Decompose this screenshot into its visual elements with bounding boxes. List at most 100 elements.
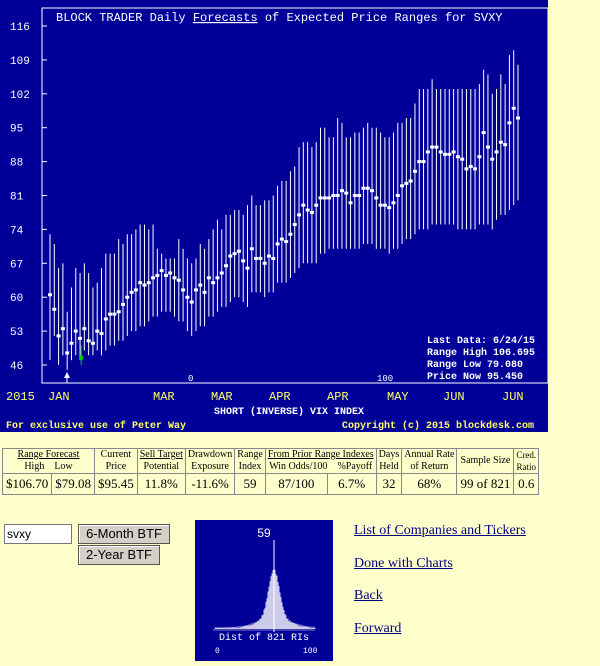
year-label: 2015 xyxy=(6,390,35,404)
midpoint-marker xyxy=(485,145,490,149)
midpoint-marker xyxy=(387,206,392,210)
midpoint-marker xyxy=(206,276,211,280)
ticker-input[interactable] xyxy=(4,524,72,544)
midpoint-marker xyxy=(339,189,344,193)
y-tick-label: 67 xyxy=(10,259,23,271)
val-days-held: 32 xyxy=(375,473,403,495)
y-tick-label: 60 xyxy=(10,293,23,305)
midpoint-marker xyxy=(271,256,276,260)
y-tick-label: 88 xyxy=(10,158,23,170)
y-tick-label: 81 xyxy=(10,192,24,204)
midpoint-marker xyxy=(348,201,353,205)
midpoint-marker xyxy=(425,150,430,154)
midpoint-marker xyxy=(322,196,327,200)
hdr-cred-ratio: Cred. Ratio xyxy=(513,448,540,474)
midpoint-marker xyxy=(176,278,181,282)
midpoint-marker xyxy=(417,160,422,164)
val-range-index: 59 xyxy=(234,473,266,495)
midpoint-marker xyxy=(138,281,143,285)
midpoint-marker xyxy=(228,254,233,258)
val-high: $106.70 xyxy=(1,473,53,495)
midpoint-marker xyxy=(236,249,241,253)
midpoint-marker xyxy=(284,240,289,244)
midpoint-marker xyxy=(48,293,52,297)
midpoint-marker xyxy=(507,121,512,125)
done-with-charts-link[interactable]: Done with Charts xyxy=(354,556,453,571)
midpoint-marker xyxy=(443,152,448,156)
footer-copyright: Copyright (c) 2015 blockdesk.com xyxy=(342,420,534,432)
midpoint-marker xyxy=(266,254,271,258)
val-current: $95.45 xyxy=(94,473,138,495)
month-label: MAR xyxy=(153,390,175,404)
midpoint-markers xyxy=(48,106,520,360)
val-sell-target: 11.8% xyxy=(136,473,186,495)
six-month-btf-button[interactable]: 6-Month BTF xyxy=(78,524,170,544)
midpoint-marker xyxy=(262,261,267,265)
midpoint-marker xyxy=(120,302,125,306)
midpoint-marker xyxy=(189,300,194,304)
two-year-btf-button[interactable]: 2-Year BTF xyxy=(78,545,160,565)
midpoint-marker xyxy=(503,143,508,147)
midpoint-marker xyxy=(516,116,520,120)
midpoint-marker xyxy=(82,327,87,331)
midpoint-marker xyxy=(249,247,254,251)
midpoint-marker xyxy=(245,266,250,270)
midpoint-marker xyxy=(455,155,460,159)
midpoint-marker xyxy=(430,145,435,149)
month-label: JUN xyxy=(502,390,524,404)
midpoint-marker xyxy=(69,341,74,345)
midpoint-marker xyxy=(181,288,186,292)
footer-exclusive: For exclusive use of Peter Way xyxy=(6,420,186,432)
forward-link[interactable]: Forward xyxy=(354,621,402,636)
midpoint-marker xyxy=(279,237,284,241)
midpoint-marker xyxy=(481,131,486,135)
midpoint-marker xyxy=(60,327,65,331)
midpoint-marker xyxy=(193,288,198,292)
midpoint-marker xyxy=(168,271,173,275)
midpoint-marker xyxy=(73,329,78,333)
info-price-now: Price Now 95.450 xyxy=(427,371,523,383)
back-link[interactable]: Back xyxy=(354,588,383,603)
info-range-high: Range High 106.695 xyxy=(427,347,535,359)
hdr-days-held: Days Held xyxy=(375,448,403,474)
midpoint-marker xyxy=(90,341,95,345)
range-index-histogram: 59 Dist of 821 RIs 0 100 xyxy=(195,520,333,661)
midpoint-marker xyxy=(460,157,465,161)
midpoint-marker xyxy=(86,339,91,343)
forecasts-link[interactable]: Forecasts xyxy=(193,11,258,25)
hdr-sample-size: Sample Size xyxy=(456,448,515,474)
marker-hundred: 100 xyxy=(377,374,393,384)
month-label: MAR xyxy=(211,390,233,404)
midpoint-marker xyxy=(275,242,280,246)
histogram-dist-label: Dist of 821 RIs xyxy=(219,632,309,644)
midpoint-marker xyxy=(202,290,207,294)
midpoint-marker xyxy=(361,186,366,190)
month-label: JAN xyxy=(48,390,70,404)
val-win-odds: 87/100 xyxy=(264,473,328,495)
midpoint-marker xyxy=(370,189,375,193)
midpoint-marker xyxy=(318,196,323,200)
midpoint-marker xyxy=(382,203,387,207)
midpoint-marker xyxy=(185,295,190,299)
forecast-stats-table: Range Forecast High Low Current Price Sell… xyxy=(1,448,540,495)
midpoint-marker xyxy=(146,281,151,285)
midpoint-marker xyxy=(56,334,61,338)
midpoint-marker xyxy=(172,276,177,280)
midpoint-marker xyxy=(412,169,417,173)
midpoint-marker xyxy=(473,167,478,171)
midpoint-marker xyxy=(498,140,503,144)
val-sample-size: 99 of 821 xyxy=(456,473,515,495)
y-tick-label: 74 xyxy=(10,225,24,237)
midpoint-marker xyxy=(378,203,383,207)
midpoint-marker xyxy=(408,179,413,183)
midpoint-marker xyxy=(327,196,332,200)
chart-subtitle: SHORT (INVERSE) VIX INDEX xyxy=(214,406,364,418)
histogram-svg: 59 Dist of 821 RIs 0 100 xyxy=(213,526,318,656)
midpoint-marker xyxy=(159,269,164,273)
midpoint-marker xyxy=(391,201,396,205)
list-companies-link[interactable]: List of Companies and Tickers xyxy=(354,523,526,538)
range-bars xyxy=(49,50,519,370)
midpoint-marker xyxy=(395,194,400,197)
val-annual-rate: 68% xyxy=(401,473,458,495)
midpoint-marker xyxy=(288,232,293,236)
